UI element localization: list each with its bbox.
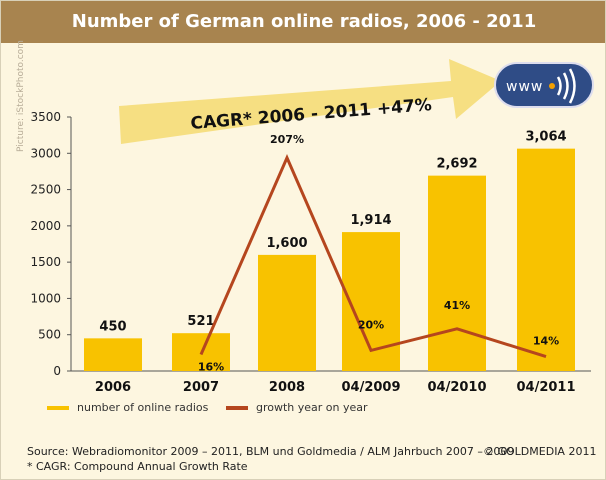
- legend-label-bars: number of online radios: [77, 401, 209, 414]
- bar-04/2011: [517, 148, 575, 371]
- y-tick-label: 0: [53, 364, 61, 378]
- x-tick-label: 04/2011: [516, 380, 575, 395]
- growth-label: 20%: [358, 318, 384, 331]
- www-logo: www: [494, 62, 594, 108]
- x-tick-label: 2006: [95, 380, 131, 395]
- growth-line: 16% 207% 20% 41% 14%: [198, 133, 559, 374]
- x-axis-labels: 2006 2007 2008 04/2009 04/2010 04/2011: [95, 380, 576, 395]
- copyright: © GOLDMEDIA 2011: [483, 445, 597, 458]
- growth-label: 207%: [270, 133, 304, 146]
- bar-2008: [258, 254, 316, 371]
- x-tick-label: 2007: [183, 380, 219, 395]
- y-tick-label: 2500: [30, 183, 61, 197]
- y-tick-label: 3500: [30, 110, 61, 124]
- legend-swatch-line: [226, 405, 248, 410]
- y-axis: 0 500 1000 1500 2000 2500 3000 3500: [30, 110, 591, 378]
- y-tick-label: 1000: [30, 291, 61, 305]
- y-tick-label: 3000: [30, 146, 61, 160]
- bar-label: 1,600: [266, 236, 307, 251]
- legend-bars: number of online radios: [47, 401, 208, 414]
- y-tick-label: 500: [38, 328, 61, 342]
- growth-label: 16%: [198, 361, 224, 374]
- legend-swatch-bars: [47, 405, 69, 410]
- bar-label: 450: [99, 319, 126, 334]
- x-tick-label: 04/2010: [427, 380, 486, 395]
- bar-label: 521: [187, 314, 214, 329]
- legend-label-line: growth year on year: [256, 401, 368, 414]
- growth-polyline: [199, 154, 547, 359]
- bar-04/2010: [428, 175, 486, 371]
- y-tick-label: 1500: [30, 255, 61, 269]
- legend-line: growth year on year: [226, 401, 368, 414]
- x-tick-label: 04/2009: [341, 380, 400, 395]
- bar-label: 1,914: [350, 213, 391, 228]
- bars: 450 521 1,600 1,914 2,692 3,064: [84, 130, 575, 371]
- growth-label: 41%: [444, 299, 470, 312]
- y-tick-label: 2000: [30, 219, 61, 233]
- svg-text:www: www: [506, 79, 543, 95]
- chart-title: Number of German online radios, 2006 - 2…: [1, 1, 605, 43]
- source-note: Source: Webradiomonitor 2009 – 2011, BLM…: [27, 445, 515, 458]
- bar-label: 2,692: [436, 157, 477, 172]
- cagr-arrow: CAGR* 2006 - 2011 +47%: [119, 59, 501, 144]
- bar-2006: [84, 338, 142, 371]
- x-tick-label: 2008: [269, 380, 305, 395]
- footnote: * CAGR: Compound Annual Growth Rate: [27, 460, 248, 473]
- bar-label: 3,064: [525, 130, 566, 145]
- growth-label: 14%: [533, 335, 559, 348]
